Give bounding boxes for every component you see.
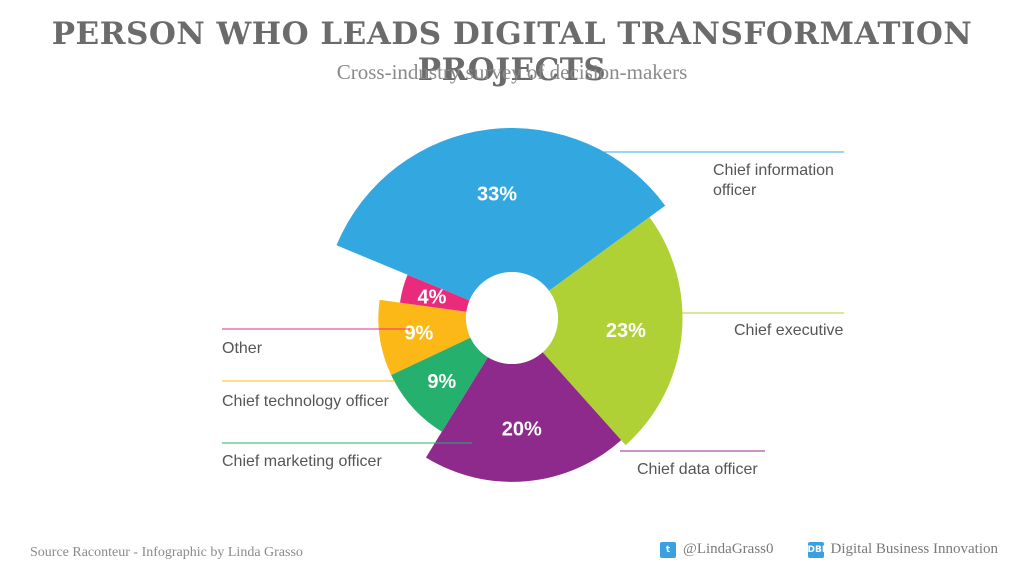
- twitter-handle[interactable]: @LindaGrass0: [683, 541, 774, 557]
- pie-slice-chief-technology-officer: [378, 299, 471, 376]
- legend-label-chief-information-officer: Chief information officer: [713, 162, 834, 199]
- pie-slice-chief-executive: [542, 217, 683, 446]
- chart-subtitle: Cross-industry survey of decision-makers: [336, 60, 688, 84]
- pie-slice-chief-marketing-officer: [391, 337, 488, 432]
- chart-title: PERSON WHO LEADS DIGITAL TRANSFORMATION …: [51, 16, 973, 88]
- footer-brand: t @LindaGrass0 DBI Digital Business Inno…: [660, 541, 998, 558]
- twitter-icon: t: [660, 541, 677, 558]
- legend-label-chief-data-officer: Chief data officer: [637, 461, 758, 478]
- donut-hole: [466, 272, 558, 364]
- pie-slice-chief-data-officer: [425, 352, 622, 482]
- data-label-other: 4%: [418, 286, 447, 308]
- data-label-chief-marketing-officer: 9%: [427, 371, 456, 393]
- data-label-chief-technology-officer: 9%: [404, 322, 433, 344]
- data-label-chief-data-officer: 20%: [502, 418, 542, 440]
- data-label-chief-executive: 23%: [606, 320, 646, 342]
- pie-slice-other: [399, 274, 470, 312]
- legend-label-chief-technology-officer: Chief technology officer: [222, 393, 390, 410]
- pie-slice-chief-information-officer: [336, 128, 666, 301]
- legend-label-chief-marketing-officer: Chief marketing officer: [222, 453, 382, 470]
- legend-label-chief-executive: Chief executive: [734, 322, 843, 339]
- data-label-chief-information-officer: 33%: [477, 184, 517, 206]
- brand-name: Digital Business Innovation: [830, 541, 999, 557]
- legend-label-other: Other: [222, 340, 263, 357]
- dbi-logo-icon: DBI: [807, 541, 825, 558]
- source-credit: Source Raconteur - Infographic by Linda …: [30, 545, 303, 560]
